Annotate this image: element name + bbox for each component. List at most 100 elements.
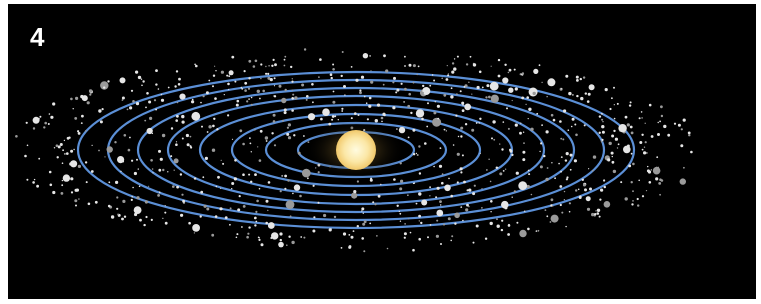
debris-particle bbox=[618, 124, 626, 132]
debris-particle bbox=[462, 109, 465, 112]
debris-particle bbox=[117, 214, 119, 216]
debris-particle bbox=[429, 85, 431, 87]
debris-particle bbox=[559, 120, 562, 123]
debris-particle bbox=[234, 177, 237, 180]
debris-particle bbox=[429, 195, 430, 196]
debris-particle bbox=[68, 137, 70, 139]
debris-particle bbox=[304, 48, 306, 50]
debris-particle bbox=[206, 91, 209, 94]
debris-particle bbox=[290, 215, 292, 217]
debris-particle bbox=[600, 189, 603, 192]
debris-particle bbox=[514, 69, 516, 71]
debris-particle bbox=[86, 181, 88, 183]
debris-particle bbox=[78, 165, 81, 168]
debris-particle bbox=[597, 209, 600, 212]
debris-particle bbox=[308, 113, 315, 120]
debris-particle bbox=[291, 81, 293, 83]
debris-particle bbox=[122, 99, 124, 101]
debris-particle bbox=[150, 159, 153, 162]
debris-particle bbox=[505, 169, 506, 170]
debris-particle bbox=[490, 200, 493, 203]
debris-particle bbox=[73, 149, 74, 150]
debris-particle bbox=[470, 56, 472, 58]
debris-particle bbox=[629, 104, 631, 106]
debris-particle bbox=[522, 72, 524, 74]
debris-particle bbox=[191, 100, 194, 103]
debris-particle bbox=[473, 63, 476, 66]
debris-particle bbox=[539, 64, 541, 66]
debris-particle bbox=[351, 66, 353, 68]
debris-particle bbox=[253, 65, 256, 68]
debris-particle bbox=[553, 119, 556, 122]
debris-particle bbox=[480, 153, 481, 154]
debris-particle bbox=[357, 180, 359, 182]
debris-particle bbox=[176, 141, 177, 142]
debris-particle bbox=[212, 125, 215, 128]
debris-particle bbox=[89, 89, 92, 92]
debris-particle bbox=[227, 114, 229, 116]
debris-particle bbox=[451, 71, 454, 74]
debris-particle bbox=[589, 188, 592, 191]
debris-particle bbox=[444, 185, 451, 192]
debris-particle bbox=[334, 115, 336, 117]
debris-particle bbox=[139, 186, 141, 188]
debris-particle bbox=[540, 165, 543, 168]
debris-particle bbox=[122, 200, 125, 203]
debris-particle bbox=[527, 228, 530, 231]
debris-particle bbox=[265, 136, 268, 139]
debris-particle bbox=[468, 82, 469, 83]
debris-particle bbox=[560, 138, 562, 140]
debris-particle bbox=[646, 190, 647, 191]
debris-particle bbox=[32, 181, 35, 184]
debris-particle bbox=[155, 109, 157, 111]
debris-particle bbox=[91, 170, 94, 173]
debris-particle bbox=[81, 122, 83, 124]
debris-particle bbox=[461, 206, 463, 208]
debris-particle bbox=[214, 66, 215, 67]
debris-particle bbox=[515, 124, 518, 127]
debris-particle bbox=[568, 129, 570, 131]
debris-particle bbox=[403, 101, 405, 103]
debris-particle bbox=[158, 169, 161, 172]
debris-particle bbox=[683, 119, 686, 122]
debris-particle bbox=[162, 169, 164, 171]
debris-particle bbox=[632, 190, 634, 192]
debris-particle bbox=[430, 224, 432, 226]
debris-particle bbox=[234, 81, 236, 83]
debris-particle bbox=[187, 143, 190, 146]
debris-particle bbox=[265, 222, 268, 225]
debris-particle bbox=[436, 235, 439, 238]
debris-particle bbox=[612, 156, 613, 157]
debris-particle bbox=[254, 224, 256, 226]
debris-particle bbox=[224, 94, 225, 95]
debris-particle bbox=[448, 178, 450, 180]
debris-particle bbox=[614, 118, 616, 120]
debris-particle bbox=[353, 190, 356, 193]
debris-particle bbox=[658, 182, 661, 185]
debris-particle bbox=[427, 102, 429, 104]
debris-particle bbox=[579, 196, 582, 199]
debris-particle bbox=[364, 96, 366, 98]
debris-particle bbox=[409, 64, 412, 67]
debris-particle bbox=[490, 181, 492, 183]
debris-particle bbox=[230, 207, 232, 209]
debris-particle bbox=[157, 194, 160, 197]
debris-particle bbox=[659, 194, 661, 196]
debris-particle bbox=[523, 142, 525, 144]
debris-particle bbox=[64, 140, 65, 141]
debris-particle bbox=[569, 211, 571, 213]
debris-particle bbox=[273, 114, 276, 117]
debris-particle bbox=[607, 158, 610, 161]
debris-particle bbox=[237, 100, 240, 103]
debris-particle bbox=[302, 169, 311, 178]
debris-particle bbox=[49, 171, 52, 174]
debris-particle bbox=[104, 156, 105, 157]
debris-particle bbox=[400, 221, 401, 222]
debris-particle bbox=[512, 197, 513, 198]
debris-particle bbox=[680, 178, 686, 184]
debris-particle bbox=[61, 192, 64, 195]
debris-particle bbox=[564, 191, 565, 192]
debris-particle bbox=[440, 243, 442, 245]
debris-particle bbox=[560, 171, 562, 173]
debris-particle bbox=[330, 73, 333, 76]
